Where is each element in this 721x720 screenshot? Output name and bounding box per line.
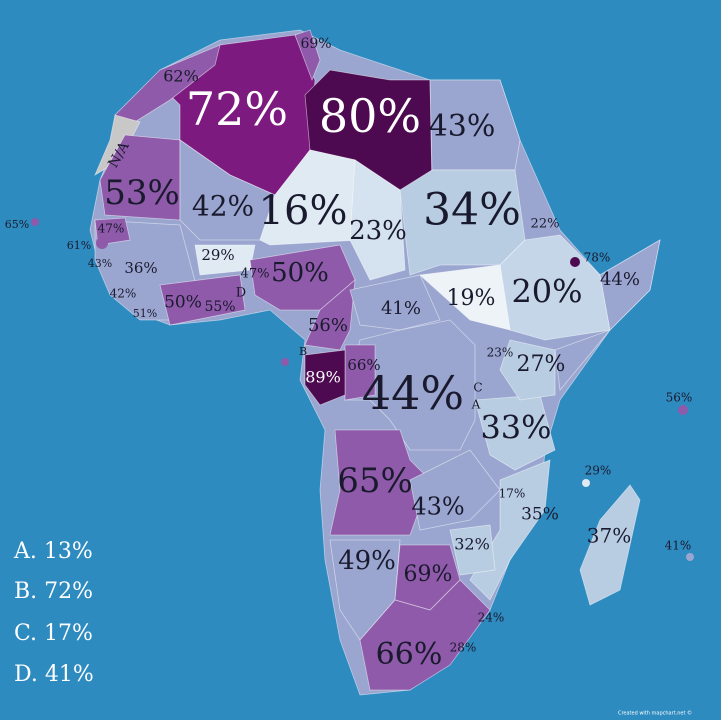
label: 50% — [271, 258, 329, 288]
island — [678, 405, 688, 415]
label: 41% — [381, 298, 421, 319]
label: 65% — [337, 461, 413, 501]
label: 80% — [319, 89, 421, 143]
label: 16% — [259, 188, 348, 234]
label: 61% — [67, 239, 91, 252]
labels: 72% 80% 69% 62% 43% N/A 53% 42% 16% 23% … — [5, 36, 693, 672]
island — [96, 237, 108, 249]
island — [281, 358, 289, 366]
label: 56% — [308, 315, 348, 336]
madagascar — [579, 484, 641, 606]
label: 69% — [404, 562, 453, 587]
label: 28% — [450, 641, 477, 655]
label: 23% — [487, 346, 514, 360]
label: 47% — [241, 267, 270, 282]
label: C — [473, 381, 482, 395]
legend-item: C. 17% — [14, 621, 93, 646]
car — [349, 274, 441, 331]
legend-item: D. 41% — [14, 662, 94, 687]
label: 41% — [665, 539, 692, 553]
legend: A. 13% B. 72% C. 17% D. 41% — [13, 539, 94, 687]
label: 22% — [531, 217, 560, 232]
label: 56% — [666, 391, 693, 405]
countries — [31, 29, 694, 696]
island — [582, 479, 590, 487]
label: 66% — [347, 356, 380, 374]
credit: Created with mapchart.net © — [618, 710, 692, 717]
label: 29% — [585, 464, 612, 478]
label: 69% — [300, 36, 331, 52]
zambia — [409, 449, 501, 531]
label: 27% — [517, 352, 566, 377]
south-sudan — [419, 264, 511, 331]
label: 33% — [480, 409, 551, 447]
label: 44% — [600, 269, 640, 290]
label: 35% — [521, 505, 559, 525]
label: 42% — [110, 287, 137, 301]
gabon — [304, 349, 346, 406]
burkina — [194, 244, 256, 276]
label: 51% — [133, 307, 157, 320]
kenya — [499, 339, 556, 401]
label: 32% — [454, 535, 490, 554]
label: 34% — [423, 185, 521, 236]
drc — [344, 319, 476, 451]
label: 49% — [338, 546, 396, 576]
gulf-coast — [159, 274, 246, 326]
label: 44% — [362, 366, 464, 420]
label: 36% — [124, 259, 157, 277]
label: 20% — [511, 273, 582, 311]
label: 43% — [429, 109, 496, 144]
tunisia — [294, 29, 321, 82]
island — [686, 553, 694, 561]
label: 43% — [411, 493, 464, 521]
cameroon — [304, 279, 356, 351]
chad — [349, 159, 406, 281]
label: 47% — [98, 222, 125, 236]
label: 43% — [88, 257, 112, 270]
label: 50% — [164, 293, 202, 313]
label: 29% — [201, 246, 234, 264]
label: A — [471, 398, 481, 412]
label: 42% — [192, 190, 254, 223]
label: 65% — [5, 218, 29, 231]
label: 19% — [447, 286, 496, 311]
label: 72% — [186, 82, 288, 136]
island — [31, 218, 39, 226]
label: 62% — [163, 67, 199, 86]
legend-item: B. 72% — [14, 579, 93, 604]
label: 55% — [204, 299, 235, 315]
somalia — [554, 239, 661, 391]
south-africa — [359, 579, 491, 691]
label: 37% — [587, 524, 631, 548]
label: 23% — [349, 216, 407, 246]
zimbabwe — [449, 524, 496, 576]
label: 66% — [376, 637, 443, 672]
label: 53% — [104, 173, 180, 213]
label: 24% — [478, 611, 505, 625]
label: B — [299, 345, 307, 358]
label: D — [236, 286, 246, 301]
label: 78% — [584, 251, 611, 265]
label: 89% — [305, 368, 341, 387]
label: 17% — [499, 487, 526, 501]
egypt — [429, 79, 521, 171]
djibouti — [570, 257, 580, 267]
legend-item: A. 13% — [13, 539, 93, 564]
